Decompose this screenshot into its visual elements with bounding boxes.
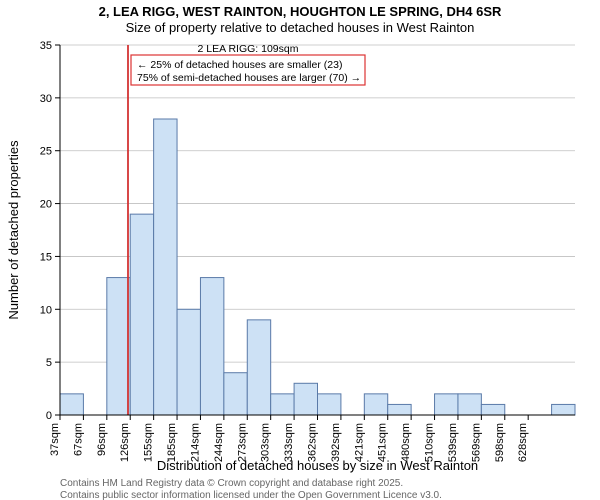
annotation-line: ← 25% of detached houses are smaller (23…: [137, 59, 342, 71]
x-tick-label: 67sqm: [72, 423, 84, 456]
bar: [60, 394, 83, 415]
chart-title-line2: Size of property relative to detached ho…: [126, 20, 475, 35]
y-tick-label: 10: [40, 304, 52, 316]
chart-title-line1: 2, LEA RIGG, WEST RAINTON, HOUGHTON LE S…: [99, 4, 502, 19]
x-tick-label: 569sqm: [470, 423, 482, 462]
x-tick-label: 155sqm: [143, 423, 155, 462]
x-tick-label: 510sqm: [424, 423, 436, 462]
x-tick-label: 126sqm: [119, 423, 131, 462]
x-tick-label: 303sqm: [260, 423, 272, 462]
bar: [130, 214, 153, 415]
x-tick-label: 539sqm: [447, 423, 459, 462]
x-tick-label: 392sqm: [330, 423, 342, 462]
x-tick-label: 333sqm: [283, 423, 295, 462]
bar: [364, 394, 387, 415]
bar: [318, 394, 341, 415]
bar: [154, 119, 177, 415]
bar: [294, 383, 317, 415]
annotation-title: 2 LEA RIGG: 109sqm: [198, 43, 299, 55]
histogram-chart: 0 5 10 15 20 25 30 35 37sqm 67sqm 96sqm 126sqm 155sq…: [0, 0, 600, 500]
x-axis-label: Distribution of detached houses by size …: [157, 458, 478, 473]
x-tick-label: 185sqm: [166, 423, 178, 462]
x-tick-label: 214sqm: [189, 423, 201, 462]
bar: [247, 320, 270, 415]
bar: [481, 404, 504, 415]
x-tick-label: 451sqm: [377, 423, 389, 462]
y-axis-label: Number of detached properties: [6, 140, 21, 320]
bar: [271, 394, 294, 415]
x-tick-label: 273sqm: [236, 423, 248, 462]
bar: [388, 404, 411, 415]
footer-line: Contains public sector information licen…: [60, 490, 442, 500]
y-tick-label: 30: [40, 93, 52, 105]
x-tick-label: 362sqm: [307, 423, 319, 462]
y-tick-label: 35: [40, 40, 52, 52]
x-tick-label: 37sqm: [49, 423, 61, 456]
bar: [107, 278, 130, 415]
bar: [552, 404, 575, 415]
y-tick-label: 5: [46, 357, 52, 369]
footer-line: Contains HM Land Registry data © Crown c…: [60, 478, 403, 489]
bar: [224, 373, 247, 415]
x-tick-label: 244sqm: [213, 423, 225, 462]
y-tick-label: 0: [46, 410, 52, 422]
y-tick-label: 25: [40, 146, 52, 158]
x-tick-label: 598sqm: [494, 423, 506, 462]
bar: [458, 394, 481, 415]
y-tick-label: 20: [40, 199, 52, 211]
bar: [200, 278, 223, 415]
chart-svg: 0 5 10 15 20 25 30 35 37sqm 67sqm 96sqm 126sqm 155sq…: [0, 0, 600, 500]
annotation-line: 75% of semi-detached houses are larger (…: [137, 72, 361, 84]
x-tick-label: 421sqm: [353, 423, 365, 462]
y-tick-label: 15: [40, 251, 52, 263]
bar: [177, 309, 200, 415]
bar: [435, 394, 458, 415]
x-tick-label: 96sqm: [96, 423, 108, 456]
x-tick-label: 480sqm: [400, 423, 412, 462]
x-tick-label: 628sqm: [517, 423, 529, 462]
